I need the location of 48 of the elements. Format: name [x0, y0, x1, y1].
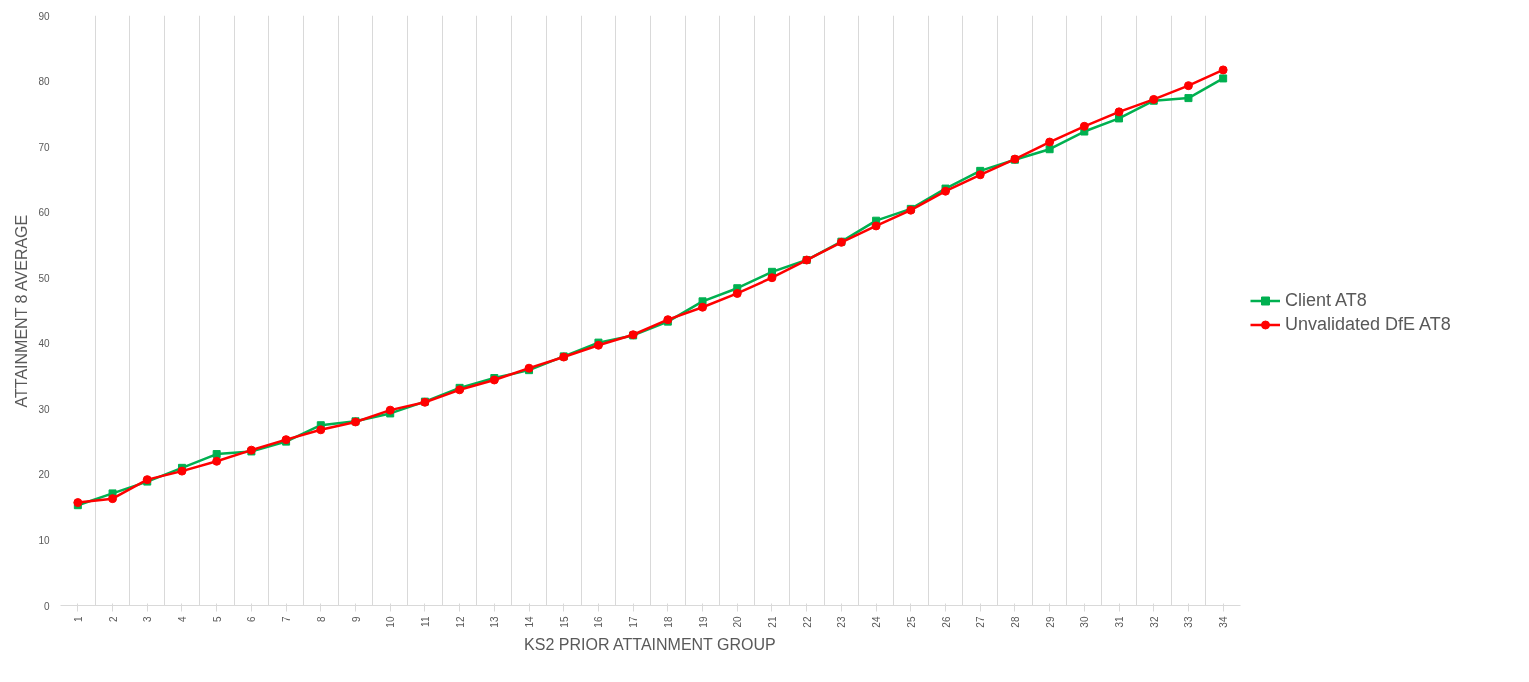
y-tick-label: 40 [38, 338, 50, 350]
x-tick-label: 17 [628, 616, 640, 628]
x-tick-label: 21 [766, 616, 778, 628]
x-tick-label: 33 [1183, 616, 1195, 628]
y-tick-label: 80 [38, 76, 50, 88]
y-tick-label: 30 [38, 403, 50, 415]
x-tick-label: 24 [871, 616, 883, 628]
x-axis-title: KS2 PRIOR ATTAINMENT GROUP [524, 635, 776, 653]
x-tick-label: 26 [940, 616, 952, 628]
x-tick-label: 3 [142, 616, 154, 623]
x-tick-label: 13 [489, 616, 501, 628]
y-tick-label: 20 [38, 469, 50, 481]
y-tick-label: 90 [38, 10, 50, 22]
x-tick-label: 9 [350, 616, 362, 623]
x-tick-label: 5 [211, 616, 223, 623]
x-tick-label: 27 [975, 616, 987, 628]
x-tick-label: 34 [1218, 616, 1230, 628]
x-tick-label: 14 [524, 616, 536, 628]
y-tick-label: 50 [38, 272, 50, 284]
y-tick-label: 0 [43, 600, 50, 612]
x-tick-label: 12 [454, 616, 466, 628]
x-tick-label: 11 [419, 616, 431, 627]
x-tick-label: 29 [1044, 616, 1056, 628]
x-tick-label: 2 [107, 616, 119, 623]
x-tick-label: 4 [176, 616, 188, 623]
y-tick-label: 70 [38, 141, 50, 153]
x-tick-label: 7 [281, 616, 293, 623]
legend-label: Unvalidated DfE AT8 [1285, 313, 1451, 335]
x-tick-label: 8 [315, 616, 327, 623]
y-tick-label: 60 [38, 207, 50, 219]
y-tick-label: 10 [38, 534, 50, 546]
x-tick-label: 31 [1114, 616, 1126, 628]
x-tick-label: 32 [1148, 616, 1160, 628]
x-tick-label: 20 [732, 616, 744, 628]
legend-label: Client AT8 [1285, 289, 1367, 311]
y-axis-title: ATTAINMENT 8 AVERAGE [13, 214, 31, 408]
x-tick-label: 1 [72, 616, 84, 623]
x-tick-label: 18 [662, 616, 674, 628]
x-tick-label: 22 [801, 616, 813, 628]
x-tick-label: 16 [593, 616, 605, 628]
x-tick-label: 25 [905, 616, 917, 628]
x-tick-label: 30 [1079, 616, 1091, 628]
x-tick-label: 28 [1009, 616, 1021, 628]
x-tick-label: 15 [558, 616, 570, 628]
x-tick-label: 19 [697, 616, 709, 628]
x-tick-label: 10 [385, 616, 397, 628]
x-tick-label: 6 [246, 616, 258, 623]
x-tick-label: 23 [836, 616, 848, 628]
